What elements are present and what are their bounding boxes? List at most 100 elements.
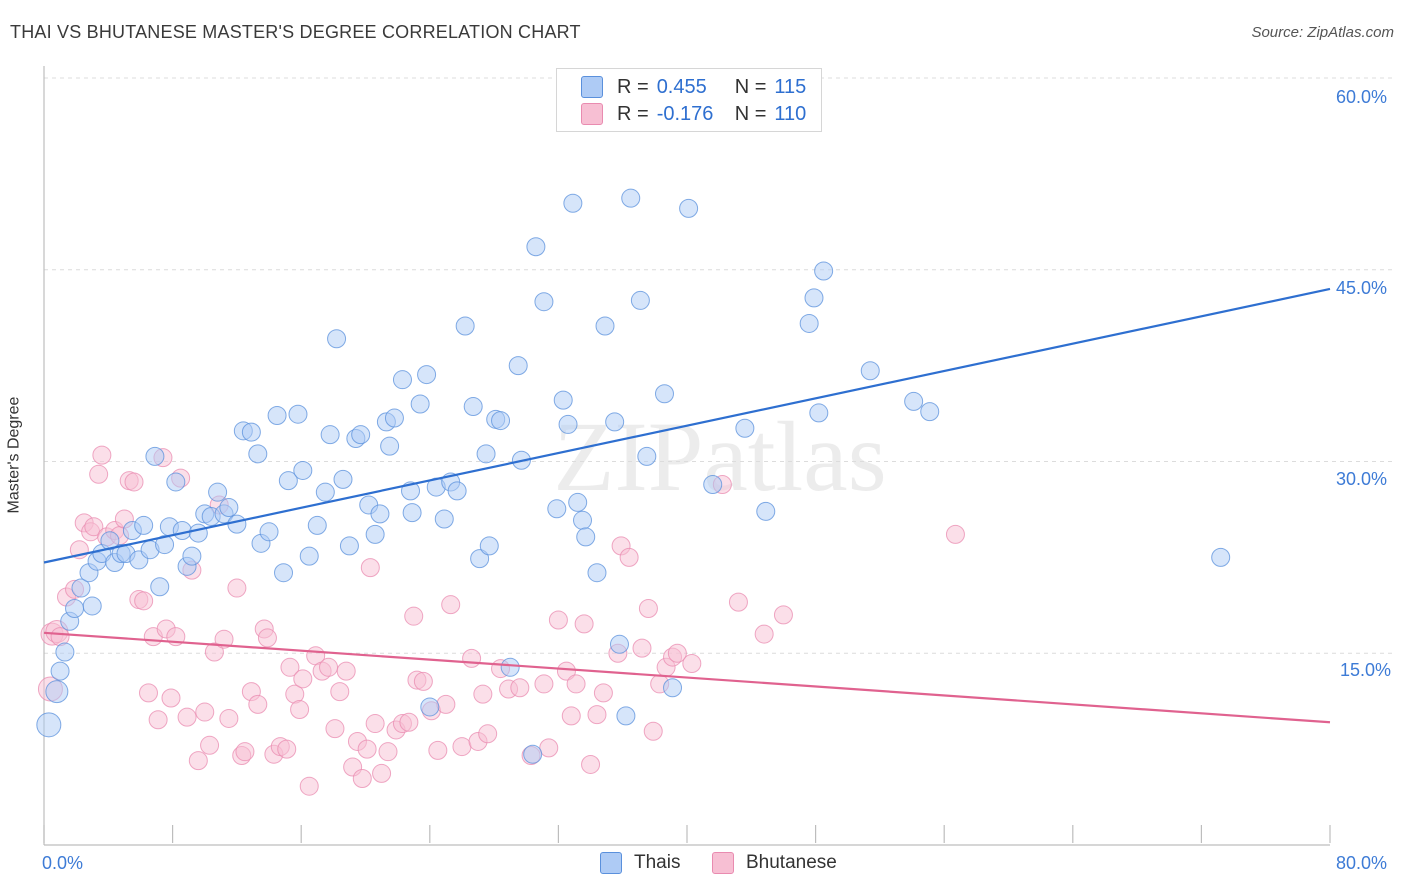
data-point — [293, 460, 313, 480]
data-point — [804, 288, 824, 308]
stats-row-thais: R = 0.455 N = 115 — [581, 75, 806, 99]
data-point — [155, 535, 175, 555]
data-point — [227, 578, 247, 598]
data-point — [352, 769, 372, 789]
data-point — [455, 316, 475, 336]
data-point — [920, 402, 940, 422]
data-point — [320, 425, 340, 445]
data-point — [370, 504, 390, 524]
data-point — [491, 411, 511, 431]
data-point — [428, 740, 448, 760]
data-point — [447, 481, 467, 501]
data-point — [605, 412, 625, 432]
legend-item-thais[interactable]: Thais — [600, 852, 680, 874]
data-point — [100, 531, 120, 551]
data-point — [384, 408, 404, 428]
data-point — [463, 397, 483, 417]
data-point — [462, 648, 482, 668]
y-tick-label-30: 30.0% — [1336, 469, 1388, 489]
data-point — [392, 370, 412, 390]
data-point — [574, 614, 594, 634]
data-point — [307, 515, 327, 535]
data-point — [257, 628, 277, 648]
data-point — [148, 710, 168, 730]
data-point — [227, 514, 247, 534]
gridlines — [44, 77, 1394, 654]
n-value: 110 — [774, 102, 807, 125]
data-point — [809, 403, 829, 423]
data-point — [539, 738, 559, 758]
legend-item-bhutanese[interactable]: Bhutanese — [712, 852, 837, 874]
data-point — [654, 384, 674, 404]
data-point — [280, 657, 300, 677]
data-point — [277, 739, 297, 759]
y-tick-label-60: 60.0% — [1336, 87, 1388, 107]
data-point — [274, 563, 294, 583]
data-point — [526, 237, 546, 257]
data-point — [177, 707, 197, 727]
data-point — [547, 499, 567, 519]
data-point — [299, 546, 319, 566]
data-point — [138, 683, 158, 703]
x-tick-label-max: 80.0% — [1336, 853, 1388, 873]
data-point — [773, 605, 793, 625]
y-tick-label-15: 15.0% — [1340, 660, 1392, 680]
data-point — [372, 763, 392, 783]
data-point — [357, 739, 377, 759]
data-point — [679, 198, 699, 218]
y-tick-label-45: 45.0% — [1336, 278, 1388, 298]
data-point — [195, 702, 215, 722]
series-legend: Thais Bhutanese — [0, 852, 1406, 876]
data-point — [434, 509, 454, 529]
data-point — [325, 719, 345, 739]
data-point — [248, 444, 268, 464]
data-point — [630, 290, 650, 310]
data-point — [330, 682, 350, 702]
data-point — [288, 404, 308, 424]
data-point — [478, 724, 498, 744]
data-point — [55, 642, 75, 662]
data-point — [593, 683, 613, 703]
data-point — [278, 471, 298, 491]
data-point — [568, 492, 588, 512]
data-point — [339, 536, 359, 556]
n-label: N = — [734, 75, 767, 98]
data-point — [241, 422, 261, 442]
data-point — [638, 599, 658, 619]
data-point — [436, 694, 456, 714]
data-point — [643, 721, 663, 741]
data-point — [319, 657, 339, 677]
data-point — [333, 469, 353, 489]
data-point — [200, 735, 220, 755]
data-point — [735, 418, 755, 438]
bhutanese-swatch — [581, 103, 603, 125]
data-point — [161, 688, 181, 708]
data-point — [473, 684, 493, 704]
data-point — [703, 475, 723, 495]
data-point — [214, 629, 234, 649]
data-point — [248, 694, 268, 714]
data-point — [134, 515, 154, 535]
data-point — [92, 445, 112, 465]
data-point — [1211, 547, 1231, 567]
data-point — [208, 482, 228, 502]
data-point — [860, 361, 880, 381]
data-point — [581, 754, 601, 774]
data-point — [365, 714, 385, 734]
data-point — [365, 524, 385, 544]
n-value: 115 — [774, 75, 807, 98]
data-point — [587, 563, 607, 583]
x-tick-label-min: 0.0% — [42, 853, 84, 873]
data-point — [420, 697, 440, 717]
n-label: N = — [734, 102, 767, 125]
thais-points — [36, 188, 1231, 764]
data-point — [587, 705, 607, 725]
data-point — [315, 482, 335, 502]
data-point — [558, 414, 578, 434]
data-point — [476, 444, 496, 464]
data-point — [619, 547, 639, 567]
data-point — [534, 292, 554, 312]
data-point — [573, 510, 593, 530]
chart-title: THAI VS BHUTANESE MASTER'S DEGREE CORREL… — [10, 22, 581, 42]
data-point — [609, 634, 629, 654]
